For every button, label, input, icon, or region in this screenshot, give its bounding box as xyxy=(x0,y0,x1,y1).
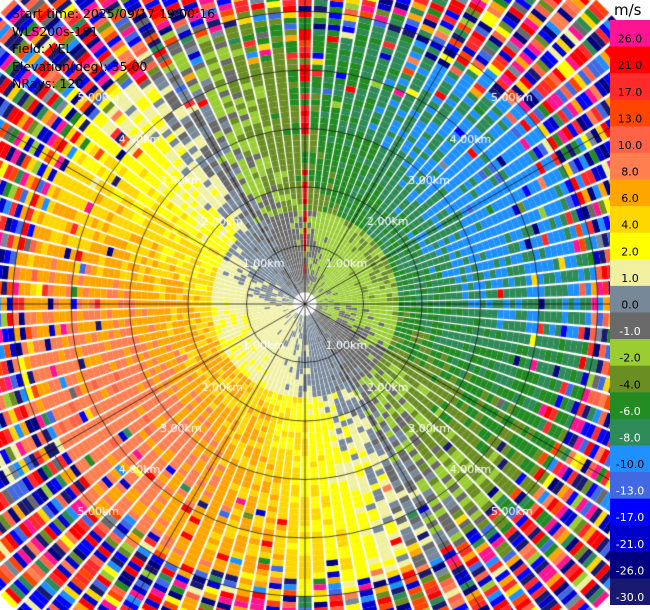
colorbar-bin xyxy=(610,179,650,207)
colorbar-bin xyxy=(610,339,650,367)
colorbar-tick-label: -8.0 xyxy=(619,431,640,444)
colorbar-tick-label: -30.0 xyxy=(616,591,644,604)
colorbar-tick-label: 0.0 xyxy=(621,299,639,312)
instrument-label: WLS200s-181 xyxy=(12,23,98,39)
elevation-label: Elevation(deg): 35.00 xyxy=(12,58,148,74)
colorbar: 26.0 21.0 17.0 13.0 10.0 8.0 6.0 4.0 2.0 1.0 0.0 -1… xyxy=(610,20,650,605)
colorbar-bin xyxy=(610,498,650,526)
colorbar-bin xyxy=(610,392,650,420)
colorbar-bin xyxy=(610,365,650,393)
colorbar-tick-label: 13.0 xyxy=(618,112,643,125)
colorbar-tick-label: -26.0 xyxy=(616,564,644,577)
colorbar-bin xyxy=(610,578,650,605)
start-time-label: Start time: 2025/09/17 19:00:16 xyxy=(12,6,216,21)
colorbar-bin xyxy=(610,20,650,48)
colorbar-tick-label: -6.0 xyxy=(619,405,640,418)
colorbar-bin xyxy=(610,46,650,74)
colorbar-tick-label: -21.0 xyxy=(616,538,644,551)
colorbar-tick-label: 6.0 xyxy=(621,192,639,205)
colorbar-tick-label: -17.0 xyxy=(616,511,644,524)
colorbar-bin xyxy=(610,206,650,234)
colorbar-bin xyxy=(610,472,650,500)
colorbar-bin xyxy=(610,73,650,101)
colorbar-tick-label: 1.0 xyxy=(621,272,639,285)
colorbar-tick-label: 17.0 xyxy=(618,86,643,99)
colorbar-bin xyxy=(610,525,650,553)
colorbar-tick-label: 10.0 xyxy=(618,139,643,152)
colorbar-bin xyxy=(610,232,650,260)
scan-info: Start time: 2025/09/17 19:00:16 WLS200s-… xyxy=(12,5,215,93)
colorbar-tick-label: 26.0 xyxy=(618,33,643,46)
colorbar-tick-label: 21.0 xyxy=(618,59,643,72)
colorbar-bin xyxy=(610,312,650,340)
colorbar-bin xyxy=(610,418,650,446)
colorbar-tick-label: -13.0 xyxy=(616,485,644,498)
colorbar-bin xyxy=(610,285,650,313)
colorbar-tick-label: 4.0 xyxy=(621,219,639,232)
colorbar-tick-label: -2.0 xyxy=(619,352,640,365)
nrays-label: NRays: 120 xyxy=(12,76,84,91)
colorbar-bin xyxy=(610,259,650,287)
field-label: Field: VEL xyxy=(12,41,73,56)
colorbar-tick-label: -4.0 xyxy=(619,378,640,391)
colorbar-tick-label: -10.0 xyxy=(616,458,644,471)
colorbar-bin xyxy=(610,99,650,127)
colorbar-bin xyxy=(610,551,650,579)
colorbar-tick-label: -1.0 xyxy=(619,325,640,338)
colorbar-tick-label: 8.0 xyxy=(621,166,639,179)
colorbar-bin xyxy=(610,152,650,181)
colorbar-unit: m/s xyxy=(614,1,642,19)
colorbar-bin xyxy=(610,445,650,473)
colorbar-bin xyxy=(610,126,650,154)
colorbar-tick-label: 2.0 xyxy=(621,245,639,258)
